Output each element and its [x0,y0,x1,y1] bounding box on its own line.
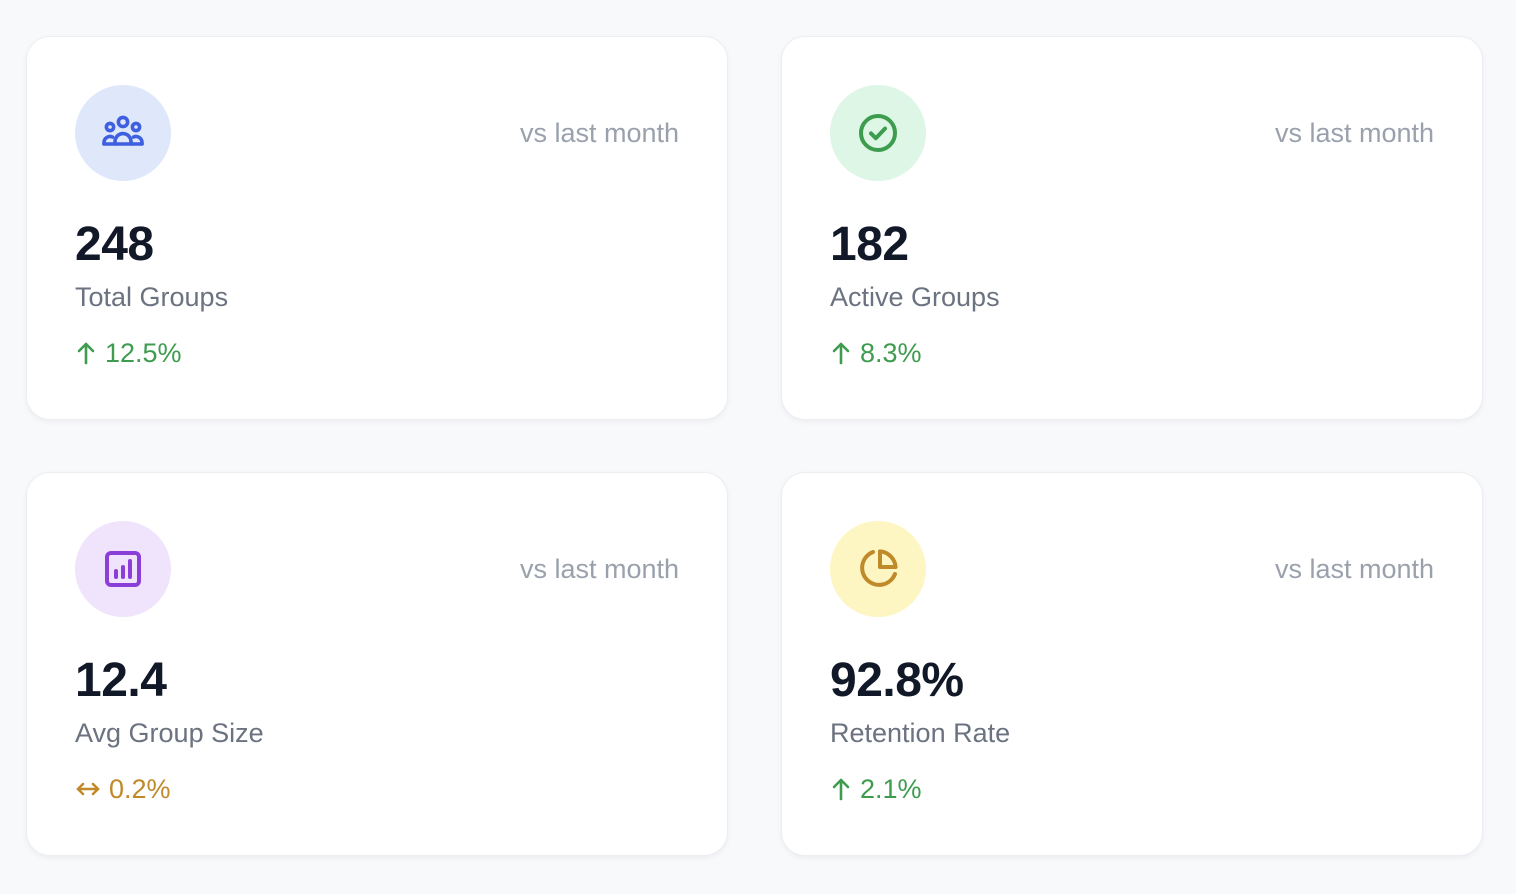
pie-chart-icon [830,521,926,617]
trend-value: 0.2% [109,774,171,804]
stat-value: 248 [75,218,154,271]
trend-indicator: 12.5% [75,336,182,370]
users-icon [75,85,171,181]
stat-card-retention-rate: vs last month 92.8% Retention Rate 2.1% [781,472,1483,856]
trend-indicator: 0.2% [75,772,171,806]
trend-value: 8.3% [860,338,922,368]
stat-label: Avg Group Size [75,718,264,748]
trend-indicator: 8.3% [830,336,922,370]
compare-label: vs last month [519,118,679,148]
stat-label: Active Groups [830,282,1000,312]
check-circle-icon [830,85,926,181]
bar-chart-icon [75,521,171,617]
arrow-left-right-icon [76,782,100,796]
stat-value: 12.4 [75,654,167,707]
compare-label: vs last month [1274,118,1434,148]
arrow-up-icon [832,342,850,365]
trend-indicator: 2.1% [830,772,922,806]
stat-value: 92.8% [830,654,964,707]
stat-value: 182 [830,218,909,271]
trend-value: 12.5% [105,338,182,368]
stat-label: Total Groups [75,282,229,312]
trend-value: 2.1% [860,774,922,804]
arrow-up-icon [77,342,95,365]
stat-label: Retention Rate [830,718,1011,748]
arrow-up-icon [832,778,850,801]
compare-label: vs last month [519,554,679,584]
stat-card-total-groups: vs last month 248 Total Groups 12.5% [26,36,728,420]
stat-card-avg-group-size: vs last month 12.4 Avg Group Size 0.2% [26,472,728,856]
compare-label: vs last month [1274,554,1434,584]
stat-card-active-groups: vs last month 182 Active Groups 8.3% [781,36,1483,420]
